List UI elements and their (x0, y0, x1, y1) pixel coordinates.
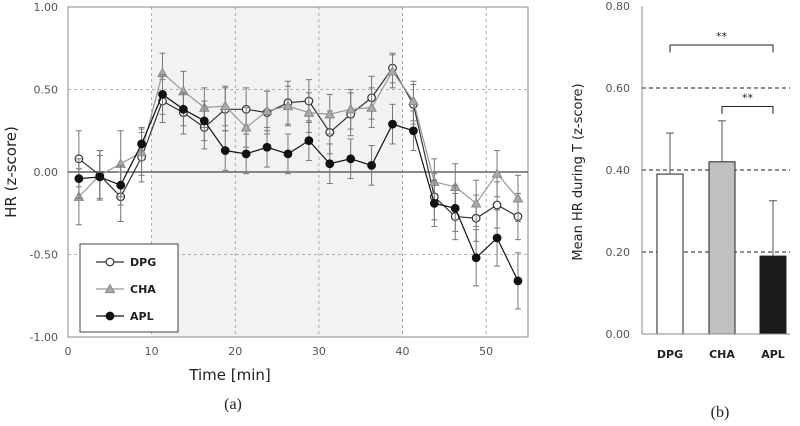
y-tick-label: 0.50 (34, 84, 59, 97)
series-group (73, 52, 524, 310)
data-point-apl (367, 160, 377, 170)
y-tick-labels: 0.00 0.20 0.40 0.60 0.80 (606, 0, 631, 341)
data-point-apl (179, 104, 188, 114)
y-tick-label: -1.00 (30, 331, 58, 344)
data-point-apl (137, 139, 147, 149)
y-axis-title: Mean HR during T (z-score) (571, 83, 586, 260)
category-label: CHA (709, 348, 735, 361)
data-point-cha (512, 192, 524, 203)
data-point-apl (116, 180, 126, 190)
data-point-cha (219, 100, 231, 111)
panel-label-b: (b) (711, 404, 730, 421)
data-point-cha (261, 105, 273, 116)
data-point-apl (513, 276, 523, 286)
category-label: DPG (657, 348, 683, 361)
bar-dpg (656, 173, 684, 335)
panel-label-a: (a) (224, 396, 242, 413)
significance-label: ** (716, 30, 728, 43)
data-point-cha (240, 121, 252, 132)
y-tick-label: 0.00 (34, 166, 59, 179)
line-chart-panel: -1.00 -0.50 0.00 0.50 1.00 0 10 20 30 40 50 HR (z… (2, 1, 529, 413)
legend-label: DPG (130, 256, 156, 269)
bar-cha (708, 161, 736, 335)
x-axis-title: Time [min] (188, 366, 270, 384)
legend-label: CHA (130, 283, 156, 296)
data-point-cha (282, 100, 294, 111)
significance-bracket (669, 44, 774, 53)
series-line-cha (78, 70, 519, 205)
data-point-apl (429, 198, 439, 208)
y-tick-label: 0.60 (606, 82, 631, 95)
category-label: APL (761, 348, 785, 361)
legend-box (79, 243, 179, 333)
legend-marker-apl (105, 311, 115, 321)
data-point-apl (95, 172, 105, 182)
category-labels: DPG CHA APL (657, 348, 785, 361)
data-point-apl (199, 116, 209, 126)
significance-label: ** (742, 91, 754, 104)
x-tick-label: 0 (65, 345, 72, 358)
series-apl (74, 74, 523, 310)
y-tick-label: 0.00 (606, 328, 631, 341)
y-tick-labels: -1.00 -0.50 0.00 0.50 1.00 (30, 1, 58, 344)
data-point-dpg (492, 200, 502, 210)
bar-chart-panel: 0.00 0.20 0.40 0.60 0.80 DPG CHA APL ** ** Mean… (571, 0, 790, 421)
data-point-cha (303, 107, 315, 117)
data-point-apl (471, 253, 481, 263)
data-point-apl (74, 174, 84, 184)
data-point-cha (366, 102, 377, 112)
grid-lines (68, 7, 528, 337)
significance-brackets: ** ** (669, 30, 774, 114)
x-tick-labels: 0 10 20 30 40 50 (65, 345, 494, 358)
data-point-apl (450, 203, 460, 213)
x-tick-label: 40 (396, 345, 410, 358)
legend-marker-cha (104, 283, 116, 294)
legend: DPG CHA APL (79, 243, 179, 333)
y-tick-label: 0.80 (606, 0, 631, 13)
data-point-apl (220, 146, 230, 155)
y-tick-label: 1.00 (34, 1, 59, 14)
series-line-apl (78, 93, 519, 282)
bars-group (656, 120, 787, 335)
y-tick-label: 0.20 (606, 246, 631, 259)
data-point-cha (491, 168, 503, 178)
legend-marker-dpg (105, 257, 115, 267)
data-point-apl (304, 136, 314, 146)
series-line-dpg (78, 66, 519, 219)
data-point-apl (492, 233, 502, 243)
data-point-apl (158, 90, 167, 99)
data-point-apl (283, 149, 293, 159)
significance-bracket (721, 105, 774, 114)
data-point-cha (408, 95, 419, 106)
data-point-apl (325, 159, 335, 169)
data-point-apl (388, 119, 397, 129)
data-point-apl (241, 149, 251, 159)
x-tick-label: 20 (228, 345, 242, 358)
x-tick-label: 50 (479, 345, 493, 358)
y-axis-title: HR (z-score) (2, 126, 20, 218)
data-point-apl (262, 142, 272, 152)
data-point-apl (346, 154, 356, 164)
y-tick-label: 0.40 (606, 164, 631, 177)
data-point-cha (387, 65, 398, 76)
legend-label: APL (130, 310, 154, 323)
data-point-cha (470, 197, 482, 208)
x-tick-label: 10 (145, 345, 159, 358)
data-point-apl (409, 126, 418, 136)
bar-apl (759, 255, 787, 335)
x-tick-label: 30 (312, 345, 326, 358)
y-tick-label: -0.50 (30, 249, 58, 262)
data-point-cha (345, 103, 357, 114)
data-point-cha (324, 108, 336, 119)
